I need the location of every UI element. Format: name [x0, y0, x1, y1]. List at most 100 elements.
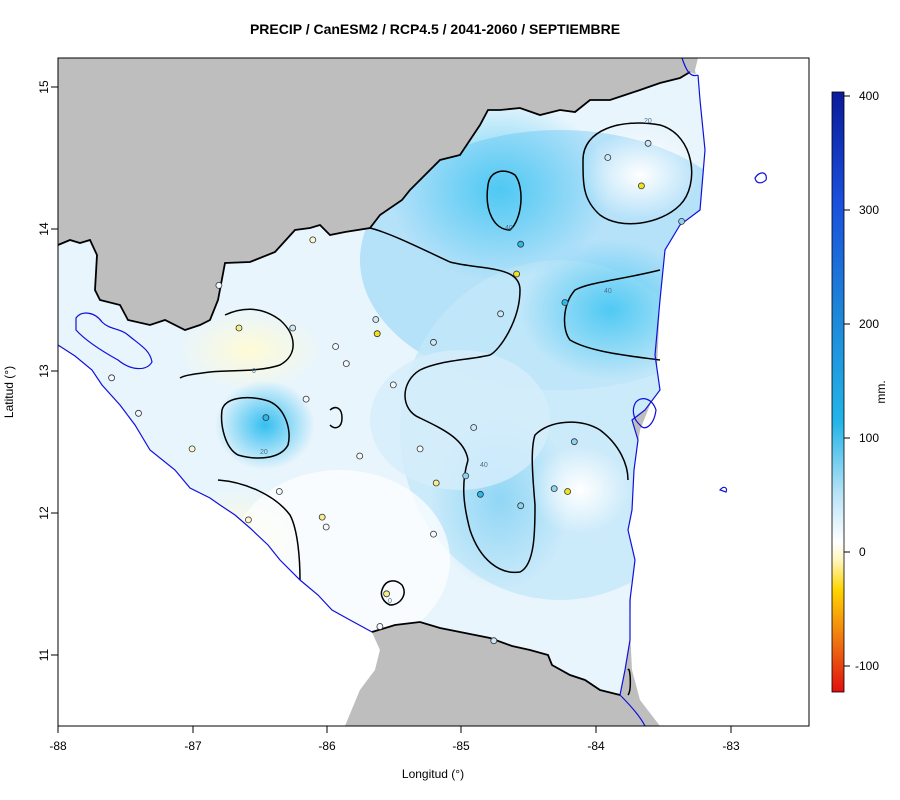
- contour-line: [582, 122, 693, 225]
- border-costa-rica: [371, 621, 621, 696]
- island: [718, 486, 728, 493]
- colorbar-tick-label: -100: [855, 659, 879, 673]
- colorbar: 400 300 200 100 0 -100 mm.: [831, 89, 888, 693]
- station-marker: [373, 330, 381, 338]
- contour-line: [369, 227, 521, 461]
- caribbean-sea: [628, 58, 809, 726]
- coastline: [57, 74, 706, 696]
- contour-label: 0: [388, 598, 392, 605]
- x-axis-title: Longitud (°): [402, 767, 464, 781]
- station-marker: [561, 299, 569, 306]
- colorbar-tick-label: 300: [859, 203, 879, 217]
- station-marker: [376, 623, 384, 630]
- station-marker: [389, 381, 397, 389]
- pearl-lagoon: [632, 398, 657, 429]
- coast-segment: [681, 57, 699, 77]
- station-marker: [432, 479, 440, 487]
- colorbar-tick-label: 0: [859, 545, 866, 559]
- station-markers: [108, 139, 685, 645]
- station-marker: [517, 240, 525, 248]
- contour-labels: 20 40 40 0 20 40 0: [252, 118, 652, 605]
- station-marker: [262, 414, 270, 422]
- station-marker: [235, 324, 243, 332]
- station-marker: [302, 395, 310, 403]
- station-marker: [289, 324, 297, 332]
- contour-label: 0: [252, 368, 256, 375]
- station-marker: [332, 343, 340, 350]
- contour-line: [329, 406, 343, 429]
- contour-line: [627, 668, 632, 696]
- station-marker: [570, 438, 578, 446]
- station-marker: [188, 445, 196, 453]
- station-marker: [430, 530, 437, 538]
- chart-title: PRECIP / CanESM2 / RCP4.5 / 2041-2060 / …: [249, 21, 621, 37]
- x-axis: -88 -87 -86 -85 -84 -83 Longitud (°): [49, 725, 740, 781]
- contour-line: [462, 421, 629, 574]
- station-marker: [678, 217, 685, 225]
- station-marker: [244, 516, 252, 524]
- station-marker: [564, 488, 571, 495]
- contour-line: [486, 170, 522, 231]
- station-marker: [476, 490, 484, 498]
- gulf-of-fonseca: [75, 312, 153, 370]
- station-marker: [430, 338, 437, 346]
- y-tick-label: 12: [37, 506, 51, 520]
- y-tick-label: 15: [37, 80, 51, 94]
- station-marker: [372, 316, 380, 323]
- border: [57, 71, 691, 696]
- station-marker: [318, 513, 326, 521]
- colorbar-tick-label: 200: [859, 317, 879, 331]
- contour-label: 20: [644, 118, 652, 125]
- y-tick-label: 13: [37, 364, 51, 378]
- caribbean-coast: [619, 74, 706, 696]
- x-tick-label: -88: [49, 739, 67, 753]
- contour-label: 40: [480, 462, 488, 469]
- x-tick-label: -87: [184, 739, 202, 753]
- contour-line: [563, 269, 661, 361]
- x-tick-label: -83: [722, 739, 740, 753]
- station-marker: [108, 374, 115, 382]
- station-marker: [644, 139, 652, 147]
- island: [754, 172, 767, 184]
- y-tick-label: 11: [37, 648, 51, 661]
- x-tick-label: -85: [452, 739, 470, 753]
- pacific-coast: [57, 344, 373, 633]
- station-marker: [513, 270, 520, 278]
- station-marker: [638, 182, 645, 190]
- caribbean-coast-extension: [619, 57, 767, 727]
- costa-rica-land: [345, 622, 640, 726]
- border-honduras: [57, 71, 691, 331]
- y-axis: 15 14 13 12 11 Latitud (°): [2, 80, 59, 661]
- station-marker: [275, 488, 283, 495]
- contour-line: [220, 397, 290, 459]
- station-marker: [470, 424, 478, 431]
- y-axis-title: Latitud (°): [2, 366, 16, 418]
- station-marker: [604, 154, 612, 161]
- contour-line: [380, 580, 405, 606]
- colorbar-tick-label: 400: [859, 89, 879, 103]
- colorbar-ramp: [831, 91, 845, 693]
- station-marker: [550, 485, 558, 493]
- x-tick-label: -84: [587, 739, 605, 753]
- coast-segment: [619, 694, 646, 727]
- colorbar-title: mm.: [874, 380, 888, 403]
- station-marker: [517, 502, 525, 510]
- station-marker: [215, 281, 223, 289]
- station-marker: [342, 360, 350, 368]
- station-marker: [490, 637, 498, 645]
- colorbar-tick-label: 100: [859, 431, 879, 445]
- station-marker: [356, 452, 364, 460]
- station-marker: [416, 445, 424, 453]
- contour-line: [179, 308, 294, 379]
- contour-label: 20: [260, 449, 268, 456]
- station-marker: [383, 590, 391, 598]
- honduras-land: [58, 58, 698, 330]
- contour-lines: [179, 122, 693, 696]
- contour-line: [217, 479, 301, 581]
- station-marker: [309, 236, 317, 244]
- pacific-ocean: [58, 345, 380, 726]
- station-marker: [462, 472, 470, 480]
- x-tick-label: -86: [318, 739, 336, 753]
- contour-label: 40: [505, 225, 513, 232]
